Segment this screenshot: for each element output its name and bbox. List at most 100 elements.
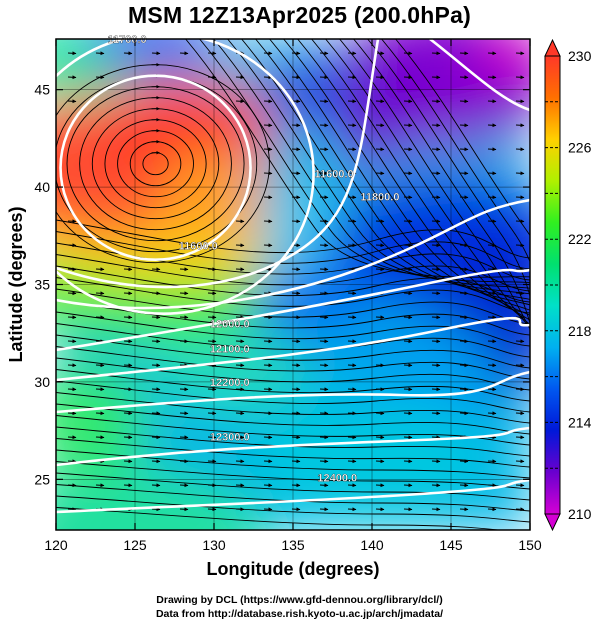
wind-arrow <box>263 315 273 320</box>
wind-arrow <box>375 219 385 224</box>
wind-arrow <box>459 363 469 368</box>
wind-arrow <box>319 99 329 104</box>
wind-arrow <box>403 435 413 440</box>
wind-arrow <box>347 339 357 344</box>
wind-arrow <box>151 267 161 272</box>
contour-label: 12100.0 <box>210 344 250 356</box>
wind-arrow <box>403 315 413 320</box>
wind-arrow <box>403 411 413 416</box>
wind-arrow <box>431 459 441 464</box>
wind-arrow <box>291 75 301 80</box>
wind-arrow <box>319 291 329 296</box>
wind-arrow <box>263 411 273 416</box>
wind-arrow <box>431 243 441 248</box>
streamline-northwest <box>185 39 530 278</box>
wind-arrow <box>487 387 497 392</box>
wind-arrow <box>235 339 245 344</box>
wind-arrow <box>403 147 413 152</box>
wind-arrow <box>403 459 413 464</box>
wind-arrow <box>515 459 525 464</box>
wind-arrow <box>375 75 385 80</box>
wind-arrow <box>291 507 301 512</box>
streamline-westerly <box>56 277 530 314</box>
colorbar-tick-label: 218 <box>568 323 592 339</box>
wind-arrow <box>375 195 385 200</box>
wind-arrow <box>459 147 469 152</box>
wind-arrow <box>431 267 441 272</box>
wind-arrow <box>347 99 357 104</box>
wind-arrow <box>151 483 161 488</box>
streamline-westerly <box>56 495 530 523</box>
wind-arrow <box>151 387 161 392</box>
wind-arrow <box>431 315 441 320</box>
wind-arrow <box>431 339 441 344</box>
colorbar-tick-label: 214 <box>568 414 592 430</box>
wind-arrow <box>67 411 77 416</box>
wind-arrow <box>487 75 497 80</box>
contour-12200 <box>56 370 530 414</box>
wind-arrow <box>95 363 105 368</box>
wind-arrow <box>487 195 497 200</box>
wind-arrow <box>431 99 441 104</box>
wind-arrow <box>263 363 273 368</box>
wind-arrow <box>515 147 525 152</box>
field-patch <box>80 39 221 66</box>
wind-arrow <box>123 339 133 344</box>
wind-arrow <box>403 75 413 80</box>
wind-arrow <box>487 267 497 272</box>
wind-arrow <box>375 267 385 272</box>
wind-arrow <box>431 483 441 488</box>
wind-arrow <box>403 363 413 368</box>
wind-arrow <box>459 459 469 464</box>
wind-arrow <box>319 243 329 248</box>
contour-12300 <box>56 426 530 467</box>
wind-arrow <box>347 483 357 488</box>
wind-arrow <box>123 459 133 464</box>
wind-arrow <box>179 459 189 464</box>
x-axis-label: Longitude (degrees) <box>206 559 379 579</box>
wind-arrow <box>235 219 245 224</box>
wind-arrow <box>515 387 525 392</box>
wind-arrow <box>431 147 441 152</box>
streamline-northwest <box>241 39 530 300</box>
wind-arrow <box>235 411 245 416</box>
wind-arrow <box>459 291 469 296</box>
chart-title: MSM 12Z13Apr2025 (200.0hPa) <box>128 2 471 28</box>
wind-arrow <box>347 147 357 152</box>
wind-arrow <box>67 75 77 80</box>
wind-arrow <box>263 219 273 224</box>
wind-arrow <box>403 99 413 104</box>
wind-arrow <box>95 435 105 440</box>
wind-arrow <box>347 123 357 128</box>
colorbar-tick-label: 222 <box>568 231 592 247</box>
wind-arrow <box>403 51 413 56</box>
wind-arrow <box>179 51 189 56</box>
wind-arrow <box>347 315 357 320</box>
wind-arrow <box>207 411 217 416</box>
x-tick-label: 145 <box>439 537 463 553</box>
wind-arrow <box>515 435 525 440</box>
wind-arrow <box>67 483 77 488</box>
wind-arrow <box>263 147 273 152</box>
wind-arrow <box>431 435 441 440</box>
wind-arrow <box>67 315 77 320</box>
wind-arrow <box>319 315 329 320</box>
wind-arrow <box>319 219 329 224</box>
wind-arrow <box>375 363 385 368</box>
contour-label: 12400.0 <box>317 472 357 484</box>
wind-arrow <box>123 435 133 440</box>
wind-arrow <box>515 75 525 80</box>
streamline-westerly <box>56 449 530 479</box>
wind-arrow <box>291 291 301 296</box>
wind-arrow <box>515 507 525 512</box>
wind-arrow <box>375 435 385 440</box>
wind-arrow <box>487 99 497 104</box>
wind-arrow <box>291 171 301 176</box>
data-source-credit: Data from http://database.rish.kyoto-u.a… <box>155 608 444 620</box>
wind-arrow <box>319 363 329 368</box>
wind-arrow <box>319 435 329 440</box>
wind-arrow <box>347 291 357 296</box>
wind-arrow <box>207 75 217 80</box>
wind-arrow <box>319 123 329 128</box>
wind-arrow <box>151 315 161 320</box>
